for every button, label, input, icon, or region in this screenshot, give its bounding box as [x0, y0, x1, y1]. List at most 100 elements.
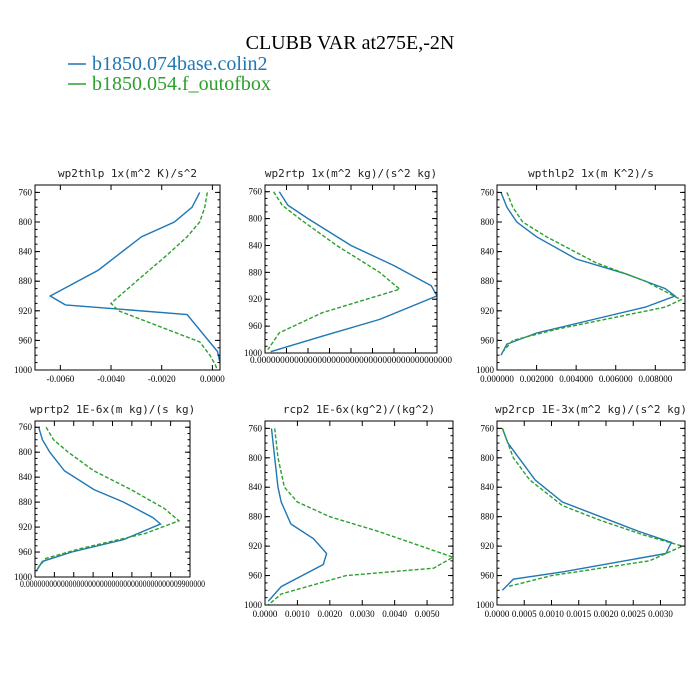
x-tick-label: 0.0050	[415, 609, 440, 619]
y-tick-label: 840	[249, 240, 263, 250]
x-tick-label: 0.0000	[253, 609, 278, 619]
y-tick-label: 760	[249, 423, 263, 433]
plot-frame	[34, 184, 221, 371]
y-tick-label: 960	[249, 321, 263, 331]
x-tick-label: 0.002000	[520, 374, 554, 384]
y-tick-label: 880	[19, 497, 33, 507]
x-tick-label: 0.0010	[539, 609, 564, 619]
panel-title: wp2rcp 1E-3x(m^2 kg)/(s^2 kg)	[495, 403, 687, 416]
y-tick-label: 760	[481, 423, 495, 433]
panel-title: wp2thlp 1x(m^2 K)/s^2	[58, 167, 197, 180]
plot-frame	[264, 420, 454, 606]
chart-panel-4: wprtp2 1E-6x(m kg)/(s kg) 760 800 840 880 920…	[14, 403, 205, 589]
y-tick-label: 880	[249, 512, 263, 522]
x-tick-label: -0.0040	[97, 374, 125, 384]
x-tick-label: -0.0020	[148, 374, 176, 384]
y-tick-label: 920	[249, 294, 263, 304]
y-tick-label: 840	[481, 247, 495, 257]
y-tick-label: 960	[481, 571, 495, 581]
x-tick-label: 0.000000	[480, 374, 514, 384]
series-line-2	[501, 428, 685, 588]
x-tick-label: 0.0000	[200, 374, 225, 384]
x-tick-label: 0.0015	[566, 609, 591, 619]
x-tick-label: 0.0025	[621, 609, 646, 619]
x-tick-label: 0.008000	[638, 374, 672, 384]
x-tick-label: 0.0005	[512, 609, 537, 619]
y-tick-label: 960	[249, 571, 263, 581]
panel-title: wp2rtp 1x(m^2 kg)/(s^2 kg)	[265, 167, 437, 180]
y-tick-label: 800	[19, 217, 33, 227]
x-tick-label: 0.0040	[382, 609, 407, 619]
x-tick-label: 0.0010	[285, 609, 310, 619]
y-tick-label: 840	[481, 482, 495, 492]
x-tick-label: -0.0060	[46, 374, 74, 384]
y-tick-label: 1000	[476, 600, 495, 610]
y-tick-label: 760	[19, 422, 33, 432]
y-tick-label: 760	[481, 187, 495, 197]
y-tick-label: 960	[19, 547, 33, 557]
y-tick-label: 840	[19, 247, 33, 257]
figure-title: CLUBB VAR at275E,-2N	[246, 32, 455, 54]
series-line-1	[267, 428, 328, 602]
y-tick-label: 920	[19, 306, 33, 316]
x-tick-label: 0.00000000000000000000000000000000000000…	[20, 579, 205, 589]
y-tick-label: 960	[19, 335, 33, 345]
y-tick-label: 800	[481, 453, 495, 463]
x-tick-label: 0.00000000000000000000000000000000000000…	[250, 355, 453, 365]
x-tick-label: 0.0030	[648, 609, 673, 619]
y-tick-label: 840	[249, 482, 263, 492]
chart-panel-2: wp2rtp 1x(m^2 kg)/(s^2 kg)760 800 840 880 92…	[244, 167, 453, 365]
y-tick-label: 1000	[244, 600, 263, 610]
y-tick-label: 880	[19, 276, 33, 286]
x-tick-label: 0.006000	[599, 374, 633, 384]
series-line-2	[267, 191, 402, 350]
x-tick-label: 0.0000	[485, 609, 510, 619]
chart-panel-1: wp2thlp 1x(m^2 K)/s^2 760 800 840 880 920 960 1…	[14, 167, 225, 384]
y-tick-label: 760	[249, 187, 263, 197]
x-tick-label: 0.0020	[594, 609, 619, 619]
y-tick-label: 1000	[476, 365, 495, 375]
series-line-2	[502, 192, 683, 352]
series-line-2	[37, 426, 181, 569]
series-line-1	[501, 428, 673, 591]
series-line-1	[48, 192, 220, 363]
series-line-2	[109, 192, 219, 370]
y-tick-label: 1000	[14, 365, 33, 375]
y-tick-label: 880	[481, 512, 495, 522]
panel-title: wpthlp2 1x(m K^2)/s	[528, 167, 654, 180]
y-tick-label: 960	[481, 335, 495, 345]
panel-title: wprtp2 1E-6x(m kg)/(s kg)	[30, 403, 196, 416]
chart-panel-3: wpthlp2 1x(m K^2)/s 760 800 840 880 920 960 100…	[476, 167, 686, 384]
y-tick-label: 880	[249, 267, 263, 277]
y-tick-label: 840	[19, 472, 33, 482]
panel-title: rcp2 1E-6x(kg^2)/(kg^2)	[283, 403, 435, 416]
y-tick-label: 800	[249, 453, 263, 463]
y-tick-label: 800	[19, 447, 33, 457]
y-tick-label: 920	[19, 522, 33, 532]
chart-panel-5: rcp2 1E-6x(kg^2)/(kg^2) 760 800 840 880 920 96…	[244, 403, 454, 619]
legend-label-series-2: b1850.054.f_outofbox	[92, 73, 271, 95]
y-tick-label: 800	[249, 214, 263, 224]
legend-label-series-1: b1850.074base.colin2	[92, 53, 268, 75]
series-line-1	[35, 427, 162, 572]
plot-frame	[496, 420, 686, 606]
plot-frame	[496, 184, 686, 371]
y-tick-label: 920	[249, 541, 263, 551]
y-tick-label: 920	[481, 541, 495, 551]
series-line-2	[267, 428, 453, 605]
legend: b1850.074base.colin2 b1850.054.f_outofbo…	[68, 53, 271, 95]
chart-panel-6: wp2rcp 1E-3x(m^2 kg)/(s^2 kg)760 800 840 88…	[476, 403, 687, 619]
x-tick-label: 0.0030	[350, 609, 375, 619]
series-line-1	[500, 192, 677, 356]
y-tick-label: 880	[481, 276, 495, 286]
y-tick-label: 1000	[14, 572, 33, 582]
x-tick-label: 0.004000	[559, 374, 593, 384]
y-tick-label: 920	[481, 306, 495, 316]
x-tick-label: 0.0020	[317, 609, 342, 619]
y-tick-label: 800	[481, 217, 495, 227]
chart-panels: wp2thlp 1x(m^2 K)/s^2 760 800 840 880 920 960 1…	[14, 167, 687, 619]
series-line-1	[270, 191, 437, 353]
y-tick-label: 1000	[244, 348, 263, 358]
y-tick-label: 760	[19, 187, 33, 197]
